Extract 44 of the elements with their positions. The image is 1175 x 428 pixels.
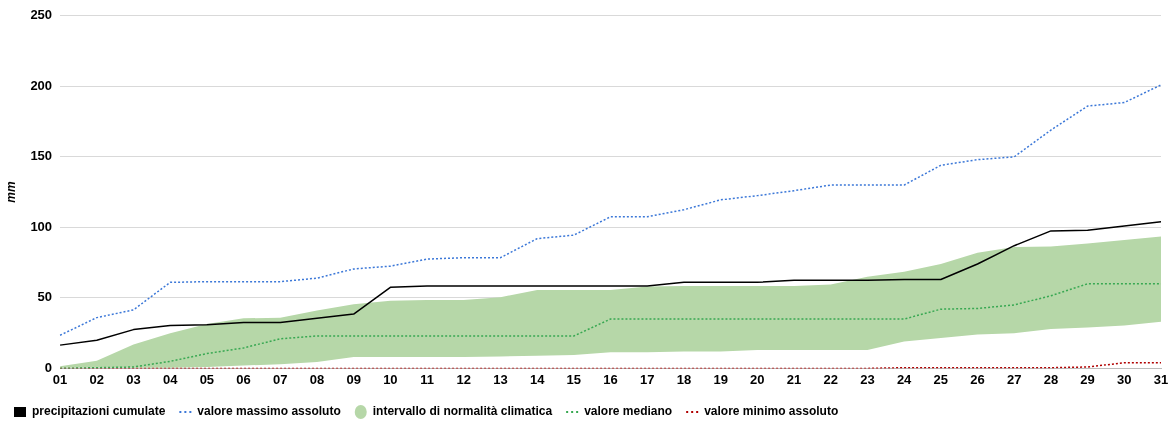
legend-label: precipitazioni cumulate (32, 404, 166, 419)
y-tick-label: 150 (30, 148, 53, 164)
x-tick-label: 28 (1043, 371, 1059, 387)
x-tick-label: 12 (456, 371, 471, 387)
x-tick-label: 23 (860, 371, 875, 387)
x-tick-label: 01 (52, 371, 68, 387)
x-tick-label: 26 (970, 371, 985, 387)
x-tick-label: 30 (1117, 371, 1132, 387)
y-tick-label: 50 (37, 289, 53, 305)
y-tick-label: 0 (44, 359, 53, 375)
x-tick-label: 07 (273, 371, 288, 387)
x-tick-label: 16 (603, 371, 618, 387)
x-tick-label: 14 (529, 371, 546, 387)
legend-label: valore minimo assoluto (704, 404, 839, 419)
x-tick-label: 10 (383, 371, 398, 387)
y-tick-label: 250 (30, 7, 53, 23)
x-tick-label: 17 (640, 371, 655, 387)
legend-label: valore mediano (584, 404, 673, 419)
x-tick-label: 25 (933, 371, 949, 387)
x-tick-label: 22 (823, 371, 838, 387)
x-tick-label: 09 (346, 371, 361, 387)
x-tick-label: 24 (896, 371, 913, 387)
x-tick-label: 04 (162, 371, 179, 387)
x-tick-label: 18 (676, 371, 692, 387)
x-tick-label: 02 (89, 371, 105, 387)
legend-label: intervallo di normalità climatica (372, 404, 553, 419)
x-tick-label: 13 (493, 371, 508, 387)
x-tick-label: 31 (1153, 371, 1169, 387)
y-axis-title: mm (3, 181, 18, 203)
x-tick-label: 15 (566, 371, 582, 387)
x-tick-label: 05 (199, 371, 215, 387)
x-tick-label: 20 (750, 371, 765, 387)
x-tick-label: 03 (126, 371, 141, 387)
y-tick-label: 200 (30, 77, 53, 93)
x-tick-label: 27 (1006, 371, 1022, 387)
x-tick-label: 06 (236, 371, 251, 387)
line-series (59, 84, 1162, 337)
x-tick-label: 19 (713, 371, 728, 387)
legend-label: valore massimo assoluto (197, 404, 341, 419)
x-tick-label: 08 (309, 371, 325, 387)
x-tick-label: 29 (1080, 371, 1095, 387)
x-tick-label: 21 (786, 371, 802, 387)
y-tick-label: 100 (30, 218, 53, 234)
x-tick-label: 11 (420, 371, 434, 387)
